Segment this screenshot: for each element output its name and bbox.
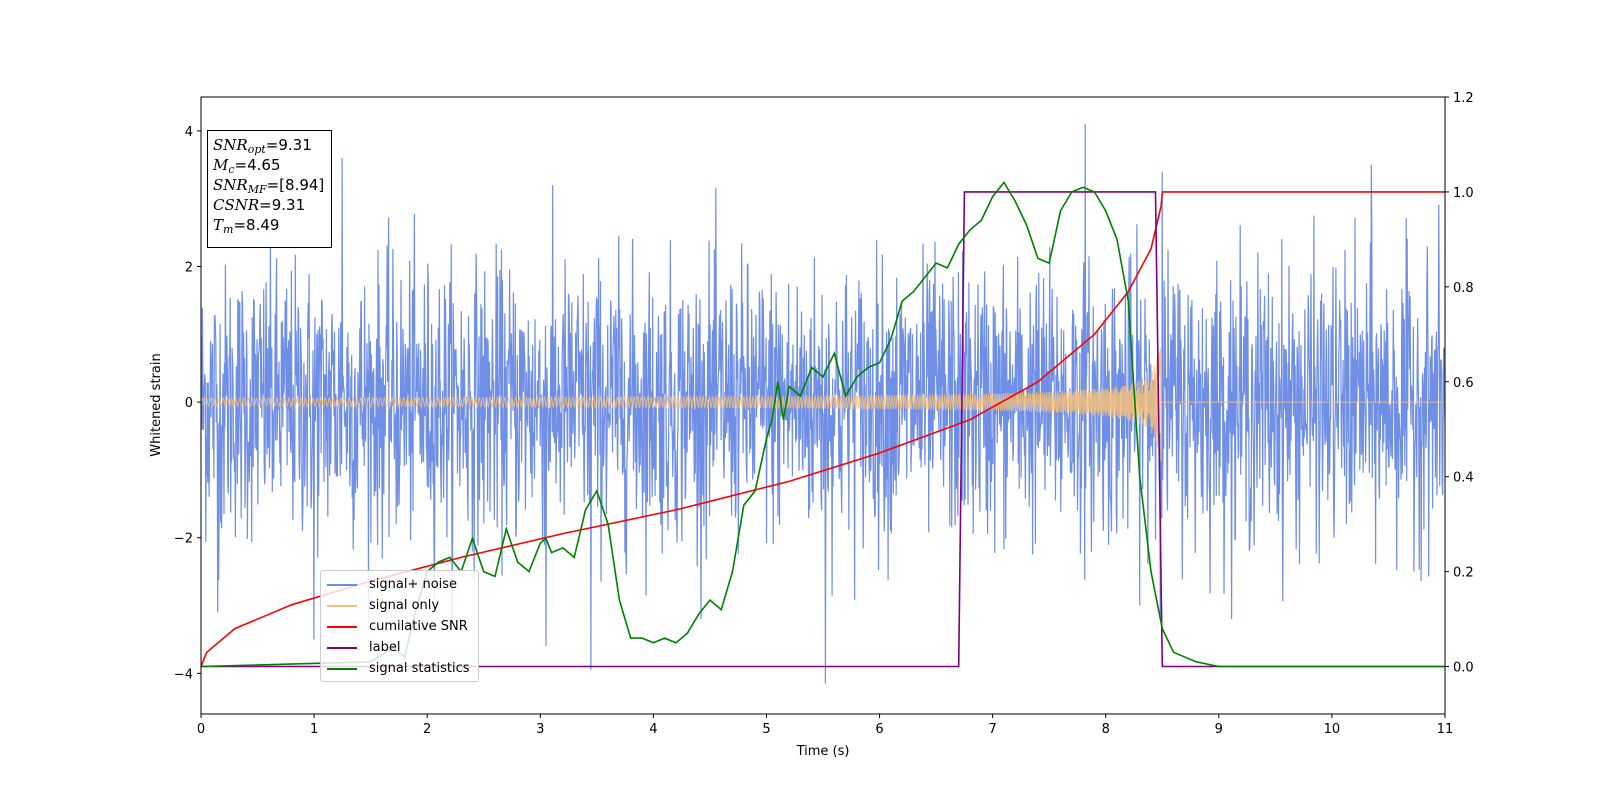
x-tick-label: 6: [875, 722, 883, 737]
y-right-tick-label: 0.4: [1453, 471, 1474, 486]
tm-subscript: m: [223, 223, 234, 236]
y-left-tick-label: −2: [174, 532, 193, 547]
x-tick-label: 9: [1215, 722, 1223, 737]
plot-frame: [200, 96, 1446, 715]
legend: signal+ noise signal only cumilative SNR…: [320, 570, 479, 682]
x-tick-label: 1: [310, 722, 318, 737]
cumulative-snr-line: [201, 191, 1445, 667]
legend-label: signal statistics: [369, 661, 470, 676]
parameter-box: SNRopt=9.31 Mc=4.65 SNRMF=[8.94] CSNR=9.…: [207, 130, 332, 248]
csnr-symbol: CSNR: [213, 196, 260, 214]
signal-noise-line: [201, 124, 1445, 684]
y-left-tick-label: 2: [185, 261, 193, 276]
mc-row: Mc=4.65: [213, 155, 326, 175]
y-left-tick-label: 4: [185, 125, 193, 140]
x-tick-label: 5: [762, 722, 770, 737]
legend-label: cumilative SNR: [369, 619, 468, 634]
signal-statistics-line: [201, 180, 1445, 668]
snr-opt-value: =9.31: [265, 136, 312, 154]
y-right-tick-label: 0.2: [1453, 566, 1474, 581]
snr-mf-value: =[8.94]: [266, 176, 325, 194]
snr-mf-symbol: SNR: [213, 176, 248, 194]
legend-item-cumulative-snr: cumilative SNR: [327, 616, 472, 637]
x-tick-label: 11: [1437, 722, 1454, 737]
y-axis-title: Whitened strain: [149, 353, 164, 456]
csnr-value: =9.31: [259, 196, 306, 214]
tm-symbol: T: [213, 216, 224, 234]
tm-row: Tm=8.49: [213, 215, 326, 235]
mc-value: =4.65: [234, 156, 281, 174]
csnr-row: CSNR=9.31: [213, 195, 326, 215]
x-tick-label: 3: [536, 722, 544, 737]
x-tick-label: 4: [649, 722, 657, 737]
legend-swatch: [327, 583, 357, 586]
y-left-tick-label: −4: [174, 667, 193, 682]
legend-swatch: [327, 646, 357, 649]
snr-opt-symbol: SNR: [213, 136, 248, 154]
legend-swatch: [327, 667, 357, 670]
legend-swatch: [327, 604, 357, 607]
line-series-group: [201, 180, 1445, 668]
y-right-tick-label: 1.2: [1453, 91, 1474, 106]
tm-value: =8.49: [233, 216, 280, 234]
snr-mf-subscript: MF: [247, 183, 267, 196]
y-right-tick-label: 0.6: [1453, 376, 1474, 391]
mc-subscript: c: [228, 163, 235, 176]
y-right-tick-label: 0.8: [1453, 281, 1474, 296]
legend-label: label: [369, 640, 401, 655]
legend-item-signal-only: signal only: [327, 595, 472, 616]
signal-only-line: [201, 348, 1445, 462]
y-left-tick-label: 0: [185, 396, 193, 411]
plot-area: [201, 124, 1445, 684]
snr-mf-row: SNRMF=[8.94]: [213, 175, 326, 195]
x-axis-title: Time (s): [796, 744, 850, 759]
x-tick-label: 2: [423, 722, 431, 737]
x-tick-label: 10: [1324, 722, 1341, 737]
legend-item-label: label: [327, 637, 472, 658]
x-tick-label: 8: [1102, 722, 1110, 737]
snr-opt-subscript: opt: [247, 143, 266, 156]
legend-item-signal-noise: signal+ noise: [327, 574, 472, 595]
legend-label: signal+ noise: [369, 577, 458, 592]
legend-label: signal only: [369, 598, 440, 613]
mc-symbol: M: [213, 156, 229, 174]
snr-opt-row: SNRopt=9.31: [213, 135, 326, 155]
legend-swatch: [327, 625, 357, 628]
x-axis: 0 1 2 3 4 5 6 7 8 9 10 11: [197, 714, 1453, 737]
legend-item-signal-statistics: signal statistics: [327, 658, 472, 679]
right-y-axis: 1.2 1.0 0.8 0.6 0.4 0.2 0.0: [1445, 91, 1474, 676]
x-tick-label: 0: [197, 722, 205, 737]
y-right-tick-label: 0.0: [1453, 661, 1474, 676]
label-line: [201, 191, 1445, 668]
signal-noise-series: [201, 124, 1445, 684]
left-y-axis: 4 2 0 −2 −4: [174, 125, 201, 682]
signal-only-series: [201, 348, 1445, 462]
x-tick-label: 7: [988, 722, 996, 737]
y-right-tick-label: 1.0: [1453, 186, 1474, 201]
